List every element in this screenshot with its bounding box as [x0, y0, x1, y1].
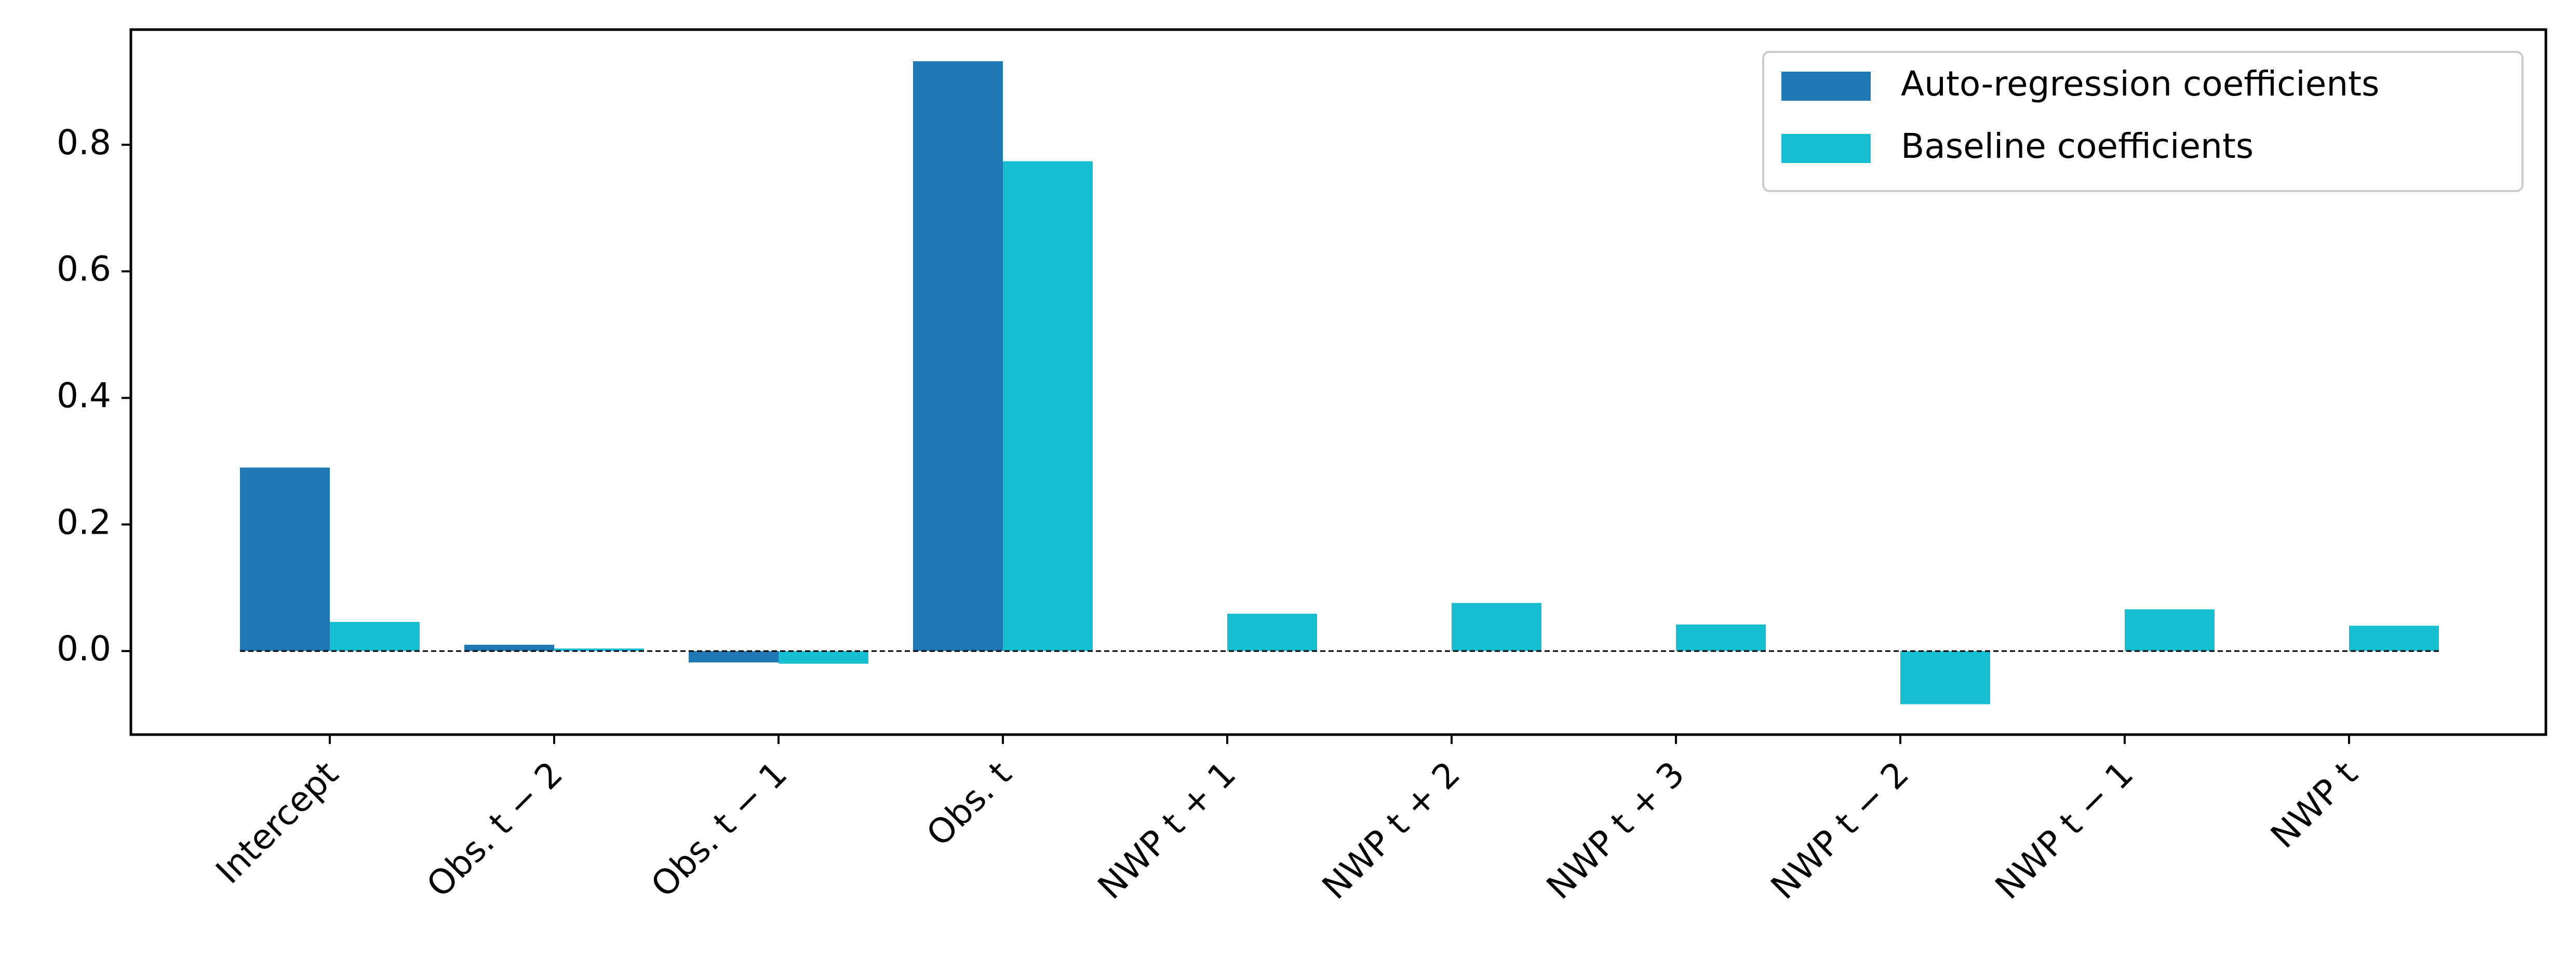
- y-tick-label: 0.8: [57, 123, 111, 162]
- legend-swatch: [1781, 72, 1871, 101]
- bar-baseline-7: [1900, 651, 1990, 704]
- legend-swatch: [1781, 134, 1871, 163]
- bars-layer: [240, 61, 2439, 704]
- bar-autoregression-0: [240, 467, 330, 652]
- y-tick-label: 0.4: [57, 376, 111, 416]
- legend: Auto-regression coefficients Baseline coe…: [1762, 51, 2524, 192]
- axes-frame: [129, 28, 2547, 736]
- bar-baseline-4: [1227, 614, 1317, 652]
- bar-baseline-1: [554, 648, 644, 652]
- bar-baseline-3: [1003, 161, 1093, 652]
- y-tick-label: 0.0: [57, 629, 111, 669]
- legend-label: Auto-regression coefficients: [1901, 64, 2379, 104]
- bar-baseline-8: [2125, 609, 2215, 652]
- bar-autoregression-1: [464, 644, 554, 652]
- legend-box: [1762, 51, 2524, 192]
- bar-baseline-5: [1452, 603, 1541, 652]
- bar-baseline-0: [330, 622, 420, 652]
- bar-baseline-2: [779, 651, 868, 664]
- bar-autoregression-3: [913, 61, 1003, 652]
- legend-label: Baseline coefficients: [1901, 126, 2253, 166]
- bar-baseline-6: [1676, 624, 1766, 652]
- bar-autoregression-2: [689, 651, 779, 663]
- y-axis: 0.0 0.2 0.4 0.6 0.8: [57, 123, 131, 669]
- bar-baseline-9: [2349, 626, 2439, 652]
- y-tick-label: 0.6: [57, 249, 111, 289]
- y-tick-label: 0.2: [57, 502, 111, 542]
